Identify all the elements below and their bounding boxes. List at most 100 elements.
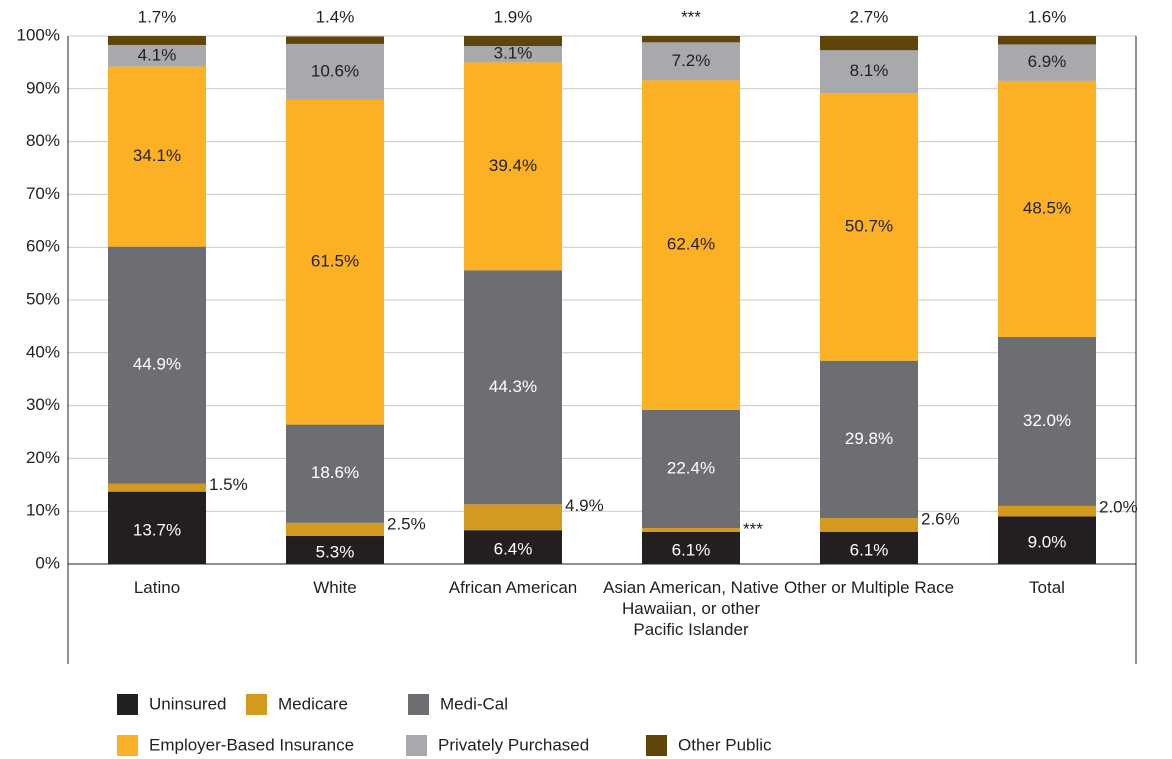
y-tick-label: 80% <box>26 131 60 150</box>
bar-segment <box>464 36 562 47</box>
legend-swatch <box>408 694 429 715</box>
data-label: 1.6% <box>1028 7 1067 26</box>
data-label: *** <box>681 7 701 26</box>
x-tick-label: African American <box>448 578 578 597</box>
data-label: 2.0% <box>1099 497 1138 516</box>
data-label: 9.0% <box>1028 533 1067 552</box>
bar-segment <box>464 504 562 531</box>
data-label: 6.9% <box>1028 52 1067 71</box>
bar-segment <box>820 36 918 51</box>
legend-label: Medi-Cal <box>440 694 508 713</box>
legend-swatch <box>117 694 138 715</box>
legend-swatch <box>246 694 267 715</box>
data-label: 48.5% <box>1023 198 1071 217</box>
data-label: 62.4% <box>667 235 715 254</box>
bar-segment <box>108 491 206 564</box>
data-label: 7.2% <box>672 51 711 70</box>
data-label: 1.7% <box>138 7 177 26</box>
bar-segment <box>286 424 384 523</box>
bar-segment <box>642 36 740 43</box>
bar-segment <box>464 62 562 271</box>
bar-segment <box>998 516 1096 564</box>
y-tick-label: 50% <box>26 289 60 308</box>
y-tick-label: 40% <box>26 342 60 361</box>
y-tick-label: 70% <box>26 184 60 203</box>
data-label: 1.5% <box>209 475 248 494</box>
bar-segment <box>642 531 740 564</box>
data-label: 44.3% <box>489 377 537 396</box>
data-label: 2.5% <box>387 514 426 533</box>
x-tick-label: White <box>313 578 357 597</box>
data-label: 39.4% <box>489 156 537 175</box>
data-label: 6.4% <box>494 540 533 559</box>
y-tick-label: 90% <box>26 78 60 97</box>
legend-label: Other Public <box>678 735 772 754</box>
data-label: *** <box>743 520 763 539</box>
data-label: 32.0% <box>1023 411 1071 430</box>
bar-segment <box>286 43 384 100</box>
x-tick-label: Latino <box>133 578 181 597</box>
bar-segment <box>642 42 740 81</box>
legend-label: Uninsured <box>149 694 227 713</box>
data-label: 5.3% <box>316 542 355 561</box>
data-label: 29.8% <box>845 429 893 448</box>
data-label: 6.1% <box>672 540 711 559</box>
bar-segment <box>464 270 562 505</box>
bar-segment <box>642 80 740 410</box>
data-label: 13.7% <box>133 520 181 539</box>
bar-segment <box>464 530 562 564</box>
bar-segment <box>286 36 384 44</box>
legend-swatch <box>117 735 138 756</box>
bar-segment <box>820 360 918 519</box>
legend-label: Privately Purchased <box>438 735 589 754</box>
data-label: 1.9% <box>494 7 533 26</box>
legend-swatch <box>406 735 427 756</box>
data-label: 6.1% <box>850 540 889 559</box>
bar-segment <box>998 505 1096 517</box>
bar-segment <box>108 483 206 492</box>
bar-segment <box>286 99 384 425</box>
bar-segment <box>820 93 918 361</box>
x-tick-label: Total <box>1029 578 1065 597</box>
data-label: 61.5% <box>311 252 359 271</box>
y-tick-label: 30% <box>26 395 60 414</box>
bar-segment <box>286 536 384 564</box>
data-label: 4.9% <box>565 496 604 515</box>
bar-segment <box>820 531 918 564</box>
bar-segment <box>998 80 1096 337</box>
data-label: 3.1% <box>494 44 533 63</box>
bar-segment <box>108 36 206 45</box>
data-label: 2.7% <box>850 7 889 26</box>
data-label: 22.4% <box>667 458 715 477</box>
bar-segment <box>108 246 206 484</box>
bar-segment <box>998 44 1096 81</box>
x-tick-label: Asian American, Native Hawaiian, or othe… <box>603 578 779 639</box>
y-tick-label: 100% <box>17 25 60 44</box>
data-label: 2.6% <box>921 510 960 529</box>
bar-segment <box>108 44 206 67</box>
legend-swatch <box>646 735 667 756</box>
data-label: 1.4% <box>316 7 355 26</box>
x-tick-label: Other or Multiple Race <box>783 578 955 597</box>
bar-segment <box>108 66 206 247</box>
y-tick-label: 10% <box>26 501 60 520</box>
data-label: 10.6% <box>311 61 359 80</box>
data-label: 44.9% <box>133 355 181 374</box>
data-label: 4.1% <box>138 45 177 64</box>
y-tick-label: 20% <box>26 448 60 467</box>
legend-label: Medicare <box>278 694 348 713</box>
data-label: 34.1% <box>133 146 181 165</box>
bar-segment <box>820 518 918 532</box>
data-label: 8.1% <box>850 61 889 80</box>
bar-segment <box>998 36 1096 45</box>
bar-segment <box>464 46 562 63</box>
legend-label: Employer-Based Insurance <box>149 735 354 754</box>
bar-segment <box>998 336 1096 506</box>
data-label: 50.7% <box>845 216 893 235</box>
bar-segment <box>820 50 918 94</box>
y-tick-label: 60% <box>26 237 60 256</box>
bar-segment <box>642 409 740 529</box>
bar-segment <box>286 522 384 537</box>
